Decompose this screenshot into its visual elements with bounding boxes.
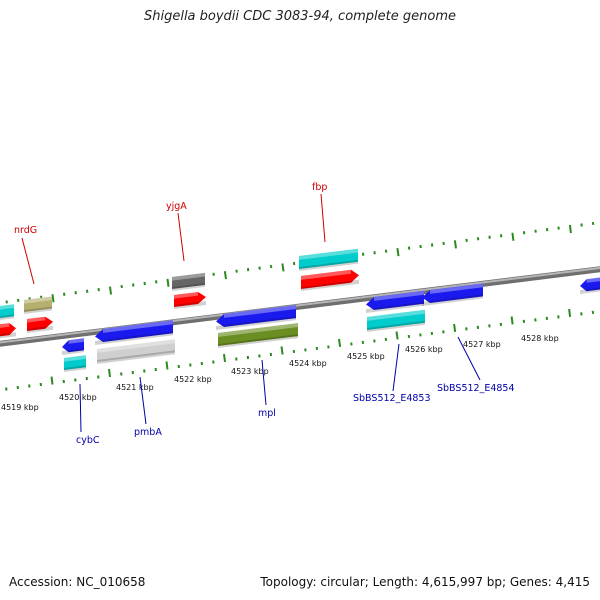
gene-feature-cyan[interactable] [367,309,425,332]
leader-line [177,212,185,262]
major-tick [108,368,111,378]
major-tick [338,338,342,348]
leader-line [392,343,400,392]
gene-feature-SbBS512_E4853[interactable] [366,290,424,313]
tick-label: 4527 kbp [463,340,501,349]
leader-line [320,193,326,243]
major-tick [51,294,55,303]
major-tick [281,263,285,272]
gene-feature-blue[interactable] [95,320,173,345]
leader-line [261,359,267,406]
gene-feature-blue[interactable] [216,305,296,330]
gene-feature-SbBS512_E4854[interactable] [422,283,483,306]
tick-label: 4526 kbp [405,345,443,354]
major-tick [223,271,227,280]
major-tick [510,316,514,325]
tick-label: 4523 kbp [231,367,269,376]
gene-label-cybC: cybC [76,435,100,446]
gene-feature-red[interactable] [27,316,53,333]
major-tick [395,331,399,340]
major-tick [396,247,400,257]
gene-feature-red[interactable] [174,292,206,309]
tick-label: 4524 kbp [289,359,327,368]
tick-label: 4520 kbp [59,393,97,402]
gene-label-pmbA: pmbA [134,427,162,438]
gene-feature-yjgA[interactable] [172,272,205,291]
major-tick [50,376,54,385]
major-tick [223,353,226,363]
gene-feature-pmbA[interactable] [97,339,175,364]
major-tick [166,278,170,287]
map-title: Shigella boydii CDC 3083-94, complete ge… [143,9,457,24]
gene-feature-red[interactable] [0,323,16,339]
reverse-tick-ring [5,308,595,391]
genome-stats-text: Topology: circular; Length: 4,615,997 bp… [260,575,590,589]
gene-feature-blue[interactable] [580,277,600,294]
gene-feature-cyan[interactable] [0,304,14,320]
tick-label: 4525 kbp [347,352,385,361]
leader-line [457,336,481,381]
tick-labels: 4519 kbp 4520 kbp 4521 kbp 4522 kbp 4523… [1,334,559,412]
label-leader-lines [21,193,481,433]
forward-tick-ring [5,221,595,304]
genome-backbone [0,266,600,347]
tick-label: 4521 kbp [116,383,154,392]
major-tick [165,361,169,370]
major-tick [280,346,284,355]
major-tick [568,224,572,234]
gene-label-mpl: mpl [258,408,276,419]
major-tick [109,286,112,295]
major-tick [511,232,515,241]
gene-label-SbBS512_E4853: SbBS512_E4853 [353,393,431,404]
tick-label: 4528 kbp [521,334,559,343]
leader-line [79,383,82,433]
leader-line [139,376,147,425]
tick-label: 4519 kbp [1,403,39,412]
gene-feature-red[interactable] [301,269,359,291]
gene-label-SbBS512_E4854: SbBS512_E4854 [437,383,515,394]
gene-label-nrdG: nrdG [14,225,37,236]
leader-line [21,237,35,285]
tick-label: 4522 kbp [174,375,212,384]
gene-feature-mpl[interactable] [218,323,298,348]
major-tick [453,240,457,249]
gene-labels: nrdG yjgA fbp cybC pmbA mpl SbBS512_E485… [14,182,515,446]
major-tick [453,323,457,333]
major-tick [568,308,572,318]
gene-feature-cybC[interactable] [64,355,86,372]
accession-text: Accession: NC_010658 [9,575,146,589]
gene-feature-blue[interactable] [62,338,84,355]
gene-feature-fbp[interactable] [299,248,358,271]
gene-label-fbp: fbp [312,182,327,193]
gene-label-yjgA: yjgA [166,201,187,212]
gene-feature-nrdG[interactable] [24,296,52,315]
